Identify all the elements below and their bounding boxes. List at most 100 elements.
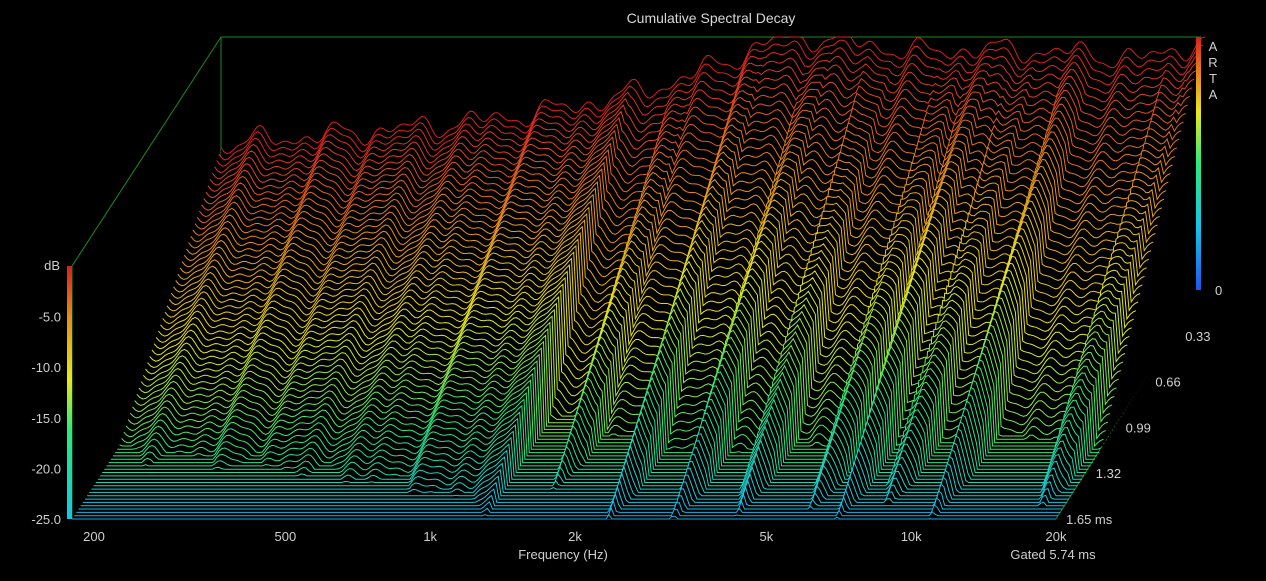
decay-slice-line: [132, 322, 1117, 427]
decay-slice-line: [110, 390, 1095, 460]
brand-letter: A: [1209, 39, 1218, 54]
decay-slice-line: [82, 478, 1067, 503]
time-tick-label: 0.33: [1185, 329, 1210, 344]
decay-slice-line: [207, 81, 1193, 192]
decay-slice-mask: [91, 453, 1076, 490]
x-tick-label: 500: [275, 529, 297, 544]
decay-slice-mask: [93, 446, 1078, 486]
decay-slice-line: [125, 342, 1111, 437]
time-tick-label: 0.66: [1155, 375, 1180, 390]
decay-slice-line: [173, 192, 1158, 293]
decay-slice-line: [138, 301, 1124, 417]
z-tick-label: -15.0: [31, 411, 61, 426]
gated-note: Gated 5.74 ms: [1010, 547, 1096, 562]
decay-slice-line: [115, 376, 1100, 454]
decay-slice-line: [136, 308, 1121, 420]
decay-slice-line: [72, 513, 1056, 520]
brand-letter: T: [1209, 71, 1217, 86]
decay-slice-mask: [80, 487, 1065, 506]
x-tick-label: 2k: [568, 529, 582, 544]
decay-slice-line: [203, 95, 1188, 205]
z-tick-labels: -5.0 -10.0 -15.0 -20.0 -25.0: [31, 310, 61, 527]
decay-slice-line: [119, 363, 1104, 448]
decay-slices: [72, 36, 1206, 520]
decay-slice-line: [183, 158, 1169, 262]
decay-slice-line: [140, 294, 1126, 414]
decay-slice-line: [80, 485, 1065, 507]
brand-letter: R: [1208, 55, 1217, 70]
decay-slice-line: [214, 55, 1199, 174]
decay-slice-line: [177, 178, 1163, 280]
decay-slice-line: [199, 109, 1184, 218]
decay-slice-line: [134, 315, 1119, 424]
z-tick-label: -10.0: [31, 360, 61, 375]
decay-slice-line: [106, 404, 1091, 467]
decay-slice-line: [212, 64, 1197, 180]
x-axis-label: Frequency (Hz): [518, 547, 608, 562]
decay-slice-mask: [85, 473, 1069, 500]
decay-slice-line: [149, 267, 1134, 380]
decay-slice-line: [153, 253, 1139, 363]
decay-slice-line: [168, 206, 1154, 306]
chart-title: Cumulative Spectral Decay: [627, 10, 796, 26]
decay-slice-line: [170, 199, 1156, 299]
decay-slice-mask: [87, 466, 1072, 496]
decay-slice-line: [220, 36, 1206, 155]
z-tick-label: -20.0: [31, 461, 61, 476]
x-tick-label: 200: [83, 529, 105, 544]
z-tick-label: -25.0: [31, 512, 61, 527]
time-colorbar: [1196, 37, 1201, 290]
time-tick-label: 1.32: [1096, 466, 1121, 481]
decay-slice-mask: [89, 460, 1074, 493]
decay-slice-line: [85, 472, 1069, 500]
decay-slice-line: [93, 444, 1078, 487]
decay-slice-line: [160, 233, 1145, 337]
db-colorbar: [67, 266, 72, 519]
x-tick-label: 10k: [901, 529, 922, 544]
x-tick-label: 1k: [423, 529, 437, 544]
decay-slice-line: [123, 349, 1108, 440]
decay-slice-line: [196, 116, 1182, 224]
decay-slice-line: [76, 499, 1061, 513]
decay-slice-line: [181, 164, 1167, 268]
x-tick-label: 5k: [760, 529, 774, 544]
decay-slice-line: [91, 451, 1076, 490]
decay-slice-line: [127, 335, 1113, 434]
time-tick-label: 1.65 ms: [1066, 512, 1113, 527]
decay-slice-line: [100, 424, 1085, 477]
time-tick-label: 0.99: [1126, 420, 1151, 435]
decay-slice-line: [209, 73, 1195, 186]
decay-slice-line: [95, 438, 1080, 483]
decay-slice-line: [87, 465, 1072, 497]
brand-letter: A: [1209, 87, 1218, 102]
decay-slice-line: [162, 226, 1147, 329]
decay-slice-line: [108, 397, 1093, 464]
decay-slice-line: [179, 171, 1165, 274]
decay-slice-line: [117, 369, 1102, 450]
decay-slice-line: [155, 247, 1141, 354]
decay-slice-line: [145, 281, 1130, 397]
decay-slice-line: [97, 431, 1082, 480]
time-tick-label: 0: [1215, 283, 1222, 298]
decay-slice-line: [78, 492, 1063, 510]
decay-slice-line: [74, 506, 1059, 517]
decay-slice-line: [175, 185, 1160, 287]
decay-slice-line: [216, 47, 1201, 167]
decay-slice-line: [129, 328, 1115, 432]
z-tick-label: -5.0: [39, 310, 61, 325]
decay-slice-mask: [95, 439, 1080, 483]
decay-slice-line: [89, 458, 1074, 493]
decay-slice-line: [113, 383, 1097, 457]
decay-slice-line: [188, 144, 1173, 249]
decay-slice-line: [190, 137, 1176, 243]
x-tick-label: 20k: [1046, 529, 1067, 544]
decay-slice-line: [166, 213, 1152, 312]
x-tick-labels: 200 500 1k 2k 5k 10k 20k: [83, 529, 1067, 544]
z-axis-label: dB: [44, 258, 60, 273]
decay-slice-line: [201, 102, 1186, 211]
decay-slice-line: [104, 410, 1089, 470]
decay-slice-line: [158, 240, 1143, 346]
decay-slice-line: [142, 288, 1128, 405]
